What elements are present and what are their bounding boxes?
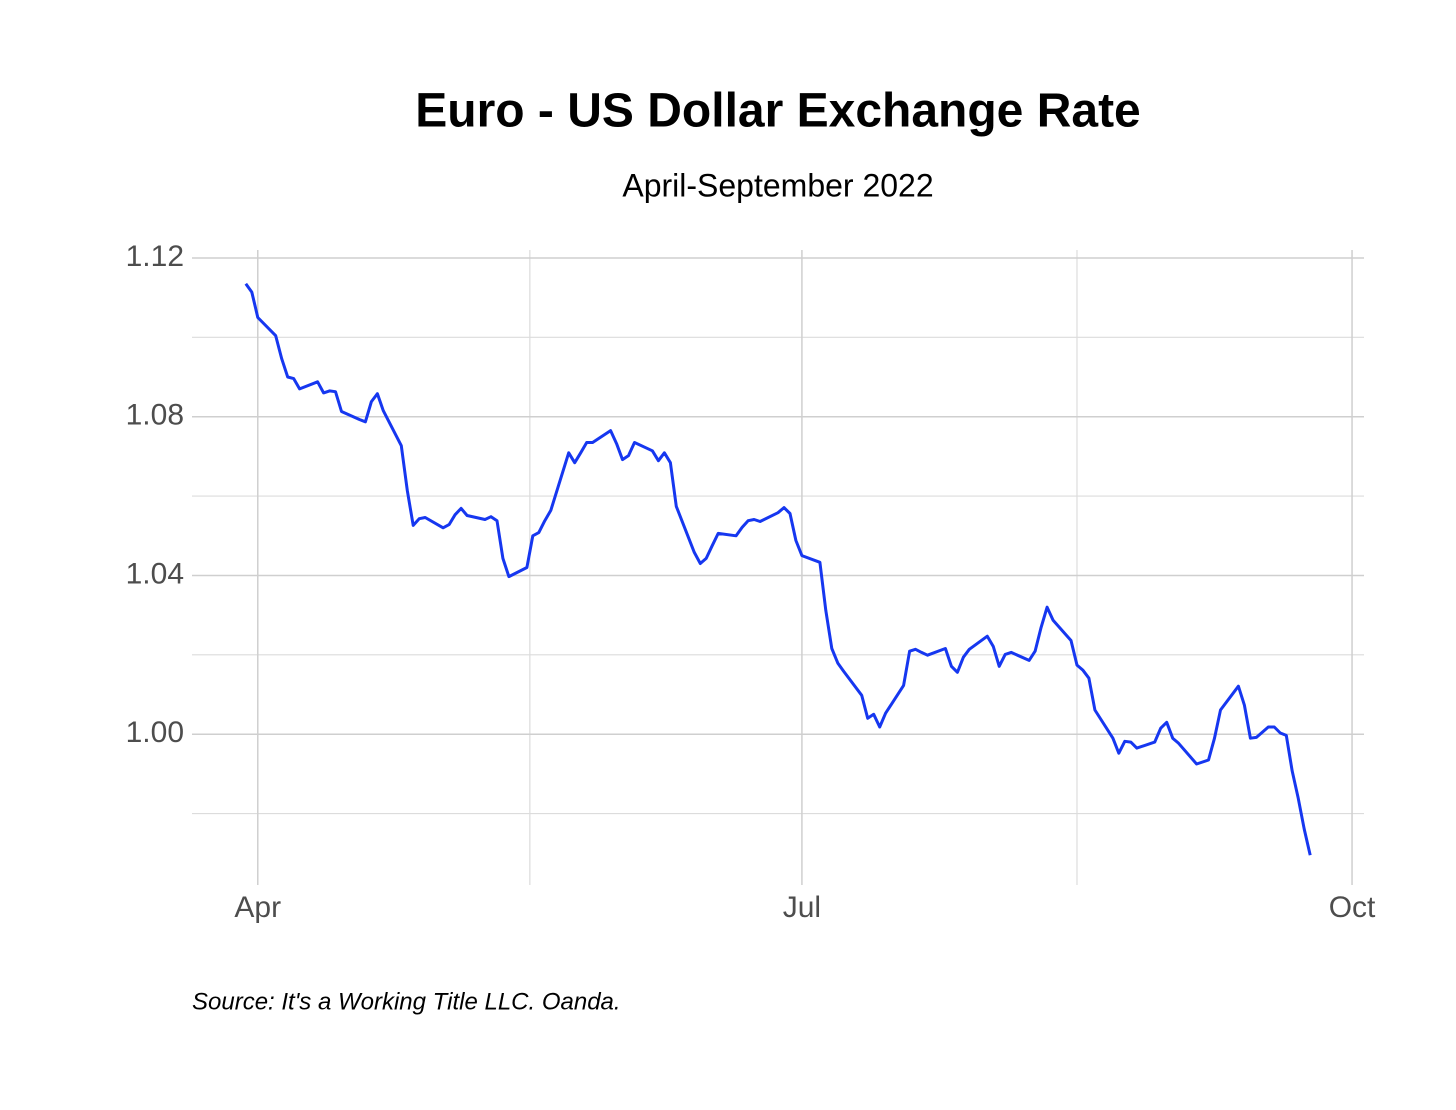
y-tick-label: 1.04 (126, 557, 184, 590)
x-tick-label: Jul (783, 891, 821, 924)
caption: Source: It's a Working Title LLC. Oanda. (192, 988, 621, 1015)
x-tick-label: Oct (1329, 891, 1376, 924)
y-tick-label: 1.12 (126, 240, 184, 273)
y-tick-label: 1.00 (126, 716, 184, 749)
line (244, 282, 1312, 856)
chart-subtitle: April-September 2022 (622, 167, 933, 203)
y-tick-label: 1.08 (126, 399, 184, 432)
x-tick-label: Apr (234, 891, 281, 924)
chart-title: Euro - US Dollar Exchange Rate (415, 85, 1141, 138)
